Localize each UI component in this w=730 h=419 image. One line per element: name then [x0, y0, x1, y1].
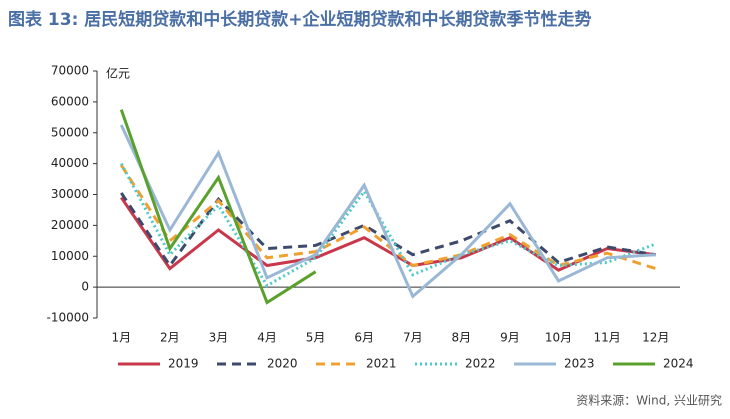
x-tick-label: 2月 — [160, 331, 180, 345]
source: 资料来源：Wind, 兴业研究 — [576, 393, 722, 408]
y-tick-label: 50000 — [51, 125, 89, 139]
y-tick-label: 40000 — [51, 156, 89, 170]
series-line — [120, 164, 657, 271]
legend-label: 2020 — [267, 357, 298, 371]
x-tick-label: 10月 — [545, 331, 572, 345]
legend-label: 2019 — [168, 357, 199, 371]
x-tick-label: 8月 — [452, 331, 472, 345]
y-tick-label: 20000 — [51, 218, 89, 232]
x-tick-label: 12月 — [642, 331, 669, 345]
x-tick-label: 11月 — [593, 331, 620, 345]
x-tick-label: 3月 — [209, 331, 229, 345]
y-tick-label: 70000 — [51, 64, 89, 78]
y-tick-label: 30000 — [51, 187, 89, 201]
series-line — [119, 124, 656, 299]
x-tick-label: 9月 — [500, 331, 520, 345]
x-tick-label: 6月 — [354, 331, 374, 345]
x-tick-label: 5月 — [306, 331, 326, 345]
series-line — [119, 109, 317, 305]
series-line — [120, 196, 656, 272]
x-tick-label: 4月 — [257, 331, 277, 345]
y-tick-label: 60000 — [51, 94, 89, 108]
legend-label: 2024 — [663, 357, 694, 371]
legend-label: 2022 — [465, 357, 496, 371]
legend-label: 2021 — [366, 357, 397, 371]
y-tick-label: 0 — [81, 280, 89, 294]
x-tick-label: 1月 — [111, 331, 131, 345]
chart-title: 图表 13: 居民短期贷款和中长期贷款+企业短期贷款和中长期贷款季节性走势 — [8, 9, 592, 30]
series-line — [119, 162, 657, 288]
y-axis-label: 亿元 — [106, 66, 130, 81]
y-tick-label: -10000 — [46, 311, 89, 325]
x-tick-label: 7月 — [403, 331, 423, 345]
y-tick-label: 10000 — [51, 249, 89, 263]
legend-label: 2023 — [564, 357, 595, 371]
